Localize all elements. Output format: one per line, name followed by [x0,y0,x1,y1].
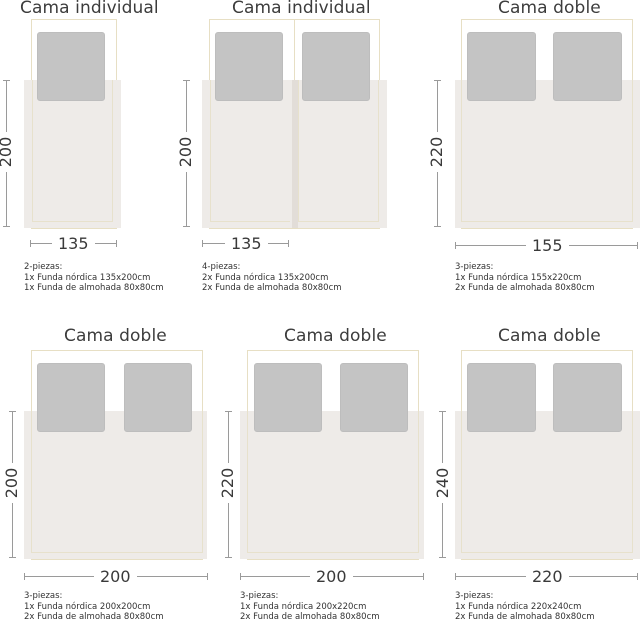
description-line: 3-piezas: [455,591,494,601]
pillow [37,363,105,432]
pillow [340,363,408,432]
panel-title: Cama individual [232,0,371,18]
pillow [124,363,192,432]
description-line: 2x Funda de almohada 80x80cm [24,612,164,622]
description-line: 3-piezas: [24,591,63,601]
description-line: 2x Funda de almohada 80x80cm [202,283,342,293]
description-line: 1x Funda de almohada 80x80cm [24,283,164,293]
description: 4-piezas: 2x Funda nórdica 135x200cm 2x … [202,262,342,294]
description-line: 1x Funda nórdica 200x200cm [24,601,151,612]
duvet [455,411,640,559]
duvet [455,80,640,228]
duvet [24,411,207,559]
duvet [202,80,299,228]
panel-title: Cama doble [284,326,387,346]
description-line: 1x Funda nórdica 135x200cm [24,272,151,283]
pillow [553,32,622,101]
width-dimension: 135 [225,235,268,253]
duvet [240,411,424,559]
width-dimension: 135 [52,235,95,253]
description: 3-piezas: 1x Funda nórdica 155x220cm 2x … [455,262,595,294]
duvet [24,80,121,228]
pillow [254,363,322,432]
width-dimension: 155 [526,237,569,255]
description-line: 2x Funda de almohada 80x80cm [240,612,380,622]
panel-title: Cama doble [498,326,601,346]
width-dimension: 220 [526,568,569,586]
height-dimension: 240 [433,463,452,503]
description-line: 4-piezas: [202,262,241,272]
panel-title: Cama individual [20,0,159,18]
pillow [302,32,370,101]
description-line: 1x Funda nórdica 200x220cm [240,601,367,612]
description: 3-piezas: 1x Funda nórdica 220x240cm 2x … [455,591,595,623]
panel-title: Cama doble [498,0,601,18]
width-dimension: 200 [94,568,137,586]
description-line: 1x Funda nórdica 155x220cm [455,272,582,283]
width-dimension: 200 [310,568,353,586]
pillow [467,32,536,101]
pillow [467,363,536,432]
description: 3-piezas: 1x Funda nórdica 200x220cm 2x … [240,591,380,623]
description-line: 2x Funda de almohada 80x80cm [455,283,595,293]
description: 3-piezas: 1x Funda nórdica 200x200cm 2x … [24,591,164,623]
description-line: 3-piezas: [455,262,494,272]
panel-title: Cama doble [64,326,167,346]
pillow [553,363,622,432]
duvet [290,80,387,228]
description-line: 1x Funda nórdica 220x240cm [455,601,582,612]
pillow [37,32,105,101]
description-line: 2x Funda nórdica 135x200cm [202,272,329,283]
pillow [215,32,283,101]
description-line: 2-piezas: [24,262,63,272]
description-line: 2x Funda de almohada 80x80cm [455,612,595,622]
description: 2-piezas: 1x Funda nórdica 135x200cm 1x … [24,262,164,294]
description-line: 3-piezas: [240,591,279,601]
